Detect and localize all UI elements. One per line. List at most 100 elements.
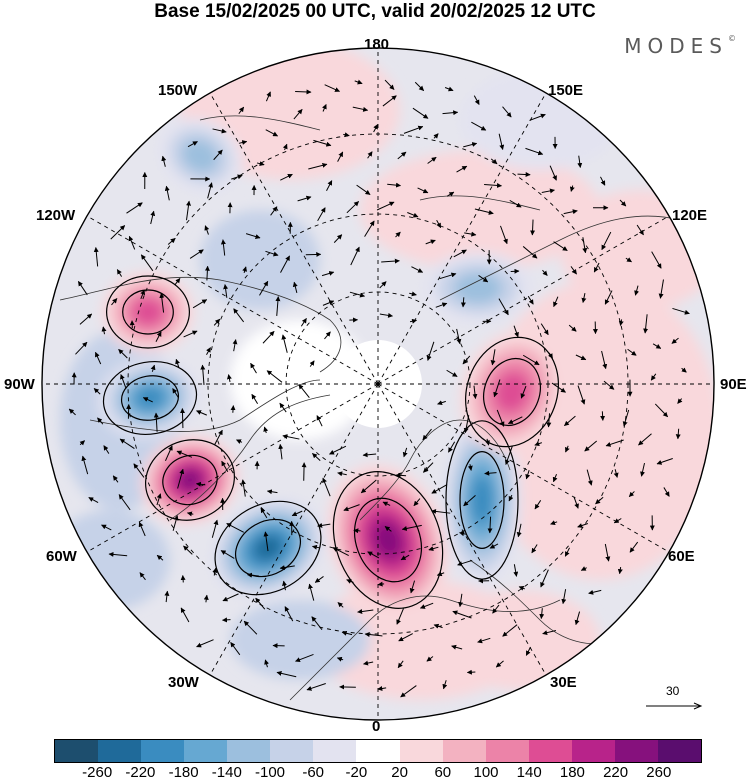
wind-vector <box>509 199 522 208</box>
wind-vector <box>542 269 548 276</box>
wind-vector <box>231 174 243 180</box>
wind-vector <box>266 489 278 495</box>
wind-vector <box>321 271 335 277</box>
wind-vector <box>382 501 391 507</box>
wind-vector <box>139 572 146 581</box>
anomaly-centre <box>494 371 530 413</box>
wind-vector <box>353 528 361 534</box>
wind-vector <box>552 473 558 483</box>
wind-vector <box>409 291 417 297</box>
colorbar-ticks: -260 -220 -180 -140 -100 -60 -20 20 60 100 140 180 2… <box>54 764 702 783</box>
wind-vector <box>251 393 259 404</box>
colorbar-tick-label: -220 <box>125 764 156 781</box>
wind-vector <box>525 646 531 656</box>
wind-vector <box>349 291 365 298</box>
colorbar-segment <box>55 740 99 762</box>
wind-vector <box>446 369 458 377</box>
wind-vector <box>574 611 581 626</box>
wind-vector <box>337 602 344 608</box>
wind-vector <box>326 180 333 191</box>
wind-vector <box>142 397 153 403</box>
meridian-line <box>209 92 379 385</box>
wind-vector <box>577 523 589 528</box>
lon-label-right: 90E <box>720 376 747 393</box>
wind-vector <box>549 165 557 181</box>
wind-vector <box>282 580 287 591</box>
wind-vector <box>651 251 662 269</box>
wind-vector <box>128 235 136 250</box>
wind-vector <box>553 296 559 308</box>
wind-vector <box>588 589 602 595</box>
wind-vector <box>417 187 429 194</box>
wind-vector <box>472 385 478 400</box>
anomaly-centre <box>178 469 202 491</box>
wind-vector <box>240 479 246 497</box>
lon-label-lower-left: 60W <box>46 548 77 565</box>
anomaly-centre <box>471 476 493 524</box>
wind-vector <box>466 669 476 675</box>
wind-vector <box>604 543 611 562</box>
wind-vector <box>636 224 644 236</box>
colorbar-tick-label: 140 <box>516 764 542 781</box>
colorbar-tick-label: -260 <box>82 764 113 781</box>
brand-name: MODES <box>624 34 728 58</box>
wind-vector <box>425 239 436 245</box>
wind-vector <box>204 265 210 281</box>
wind-vector <box>575 354 587 361</box>
wind-vector <box>195 481 206 487</box>
wind-vector <box>459 531 466 537</box>
wind-vector <box>529 113 546 121</box>
wind-vector <box>387 182 402 188</box>
wind-vector <box>282 143 288 151</box>
coastline <box>439 215 681 301</box>
wind-vector <box>617 567 623 575</box>
contour-line <box>105 275 191 349</box>
colorbar-segment <box>528 740 572 762</box>
wind-vector <box>663 487 670 497</box>
wind-vector <box>297 195 312 202</box>
wind-vector <box>618 319 624 327</box>
wind-vector <box>508 494 514 502</box>
wind-vector <box>75 341 88 355</box>
wind-vector <box>473 95 480 105</box>
contour-line <box>354 497 422 583</box>
wind-vector <box>487 516 493 534</box>
wind-vector <box>312 453 321 462</box>
wind-vector <box>352 106 369 112</box>
chart-title: Base 15/02/2025 00 UTC, valid 20/02/2025… <box>154 1 596 22</box>
wind-vector <box>280 255 290 273</box>
wind-vector <box>223 284 229 298</box>
wind-vector <box>601 350 608 370</box>
wind-vector <box>489 543 499 549</box>
wind-vector <box>525 147 544 156</box>
wind-vector <box>88 497 99 504</box>
wind-vector <box>263 426 269 434</box>
wind-vector <box>548 352 553 359</box>
contour-line <box>459 451 505 550</box>
wind-vector <box>343 132 350 138</box>
wind-vector <box>204 225 210 235</box>
wind-vector <box>516 523 522 538</box>
anomaly-centre <box>132 298 164 326</box>
wind-vector <box>220 550 235 559</box>
wind-vector <box>442 680 448 690</box>
wind-vector <box>456 328 462 345</box>
wind-vector <box>561 589 567 605</box>
wind-vector <box>97 417 104 425</box>
wind-vector <box>221 617 231 623</box>
wind-vector <box>550 520 558 525</box>
wind-vector <box>176 450 193 458</box>
wind-vector <box>279 565 295 571</box>
wind-vector <box>367 151 373 159</box>
wind-vector <box>643 314 649 334</box>
wind-vector <box>463 494 476 507</box>
contour-line <box>214 500 322 596</box>
colorbar-tick-label: -100 <box>254 764 286 781</box>
wind-vector <box>565 445 570 453</box>
coastline <box>59 276 342 373</box>
wind-vector <box>222 593 239 602</box>
colorbar-segment <box>399 740 443 762</box>
wind-vector <box>212 128 227 134</box>
wind-vector <box>118 494 131 511</box>
wind-vector <box>553 241 568 252</box>
